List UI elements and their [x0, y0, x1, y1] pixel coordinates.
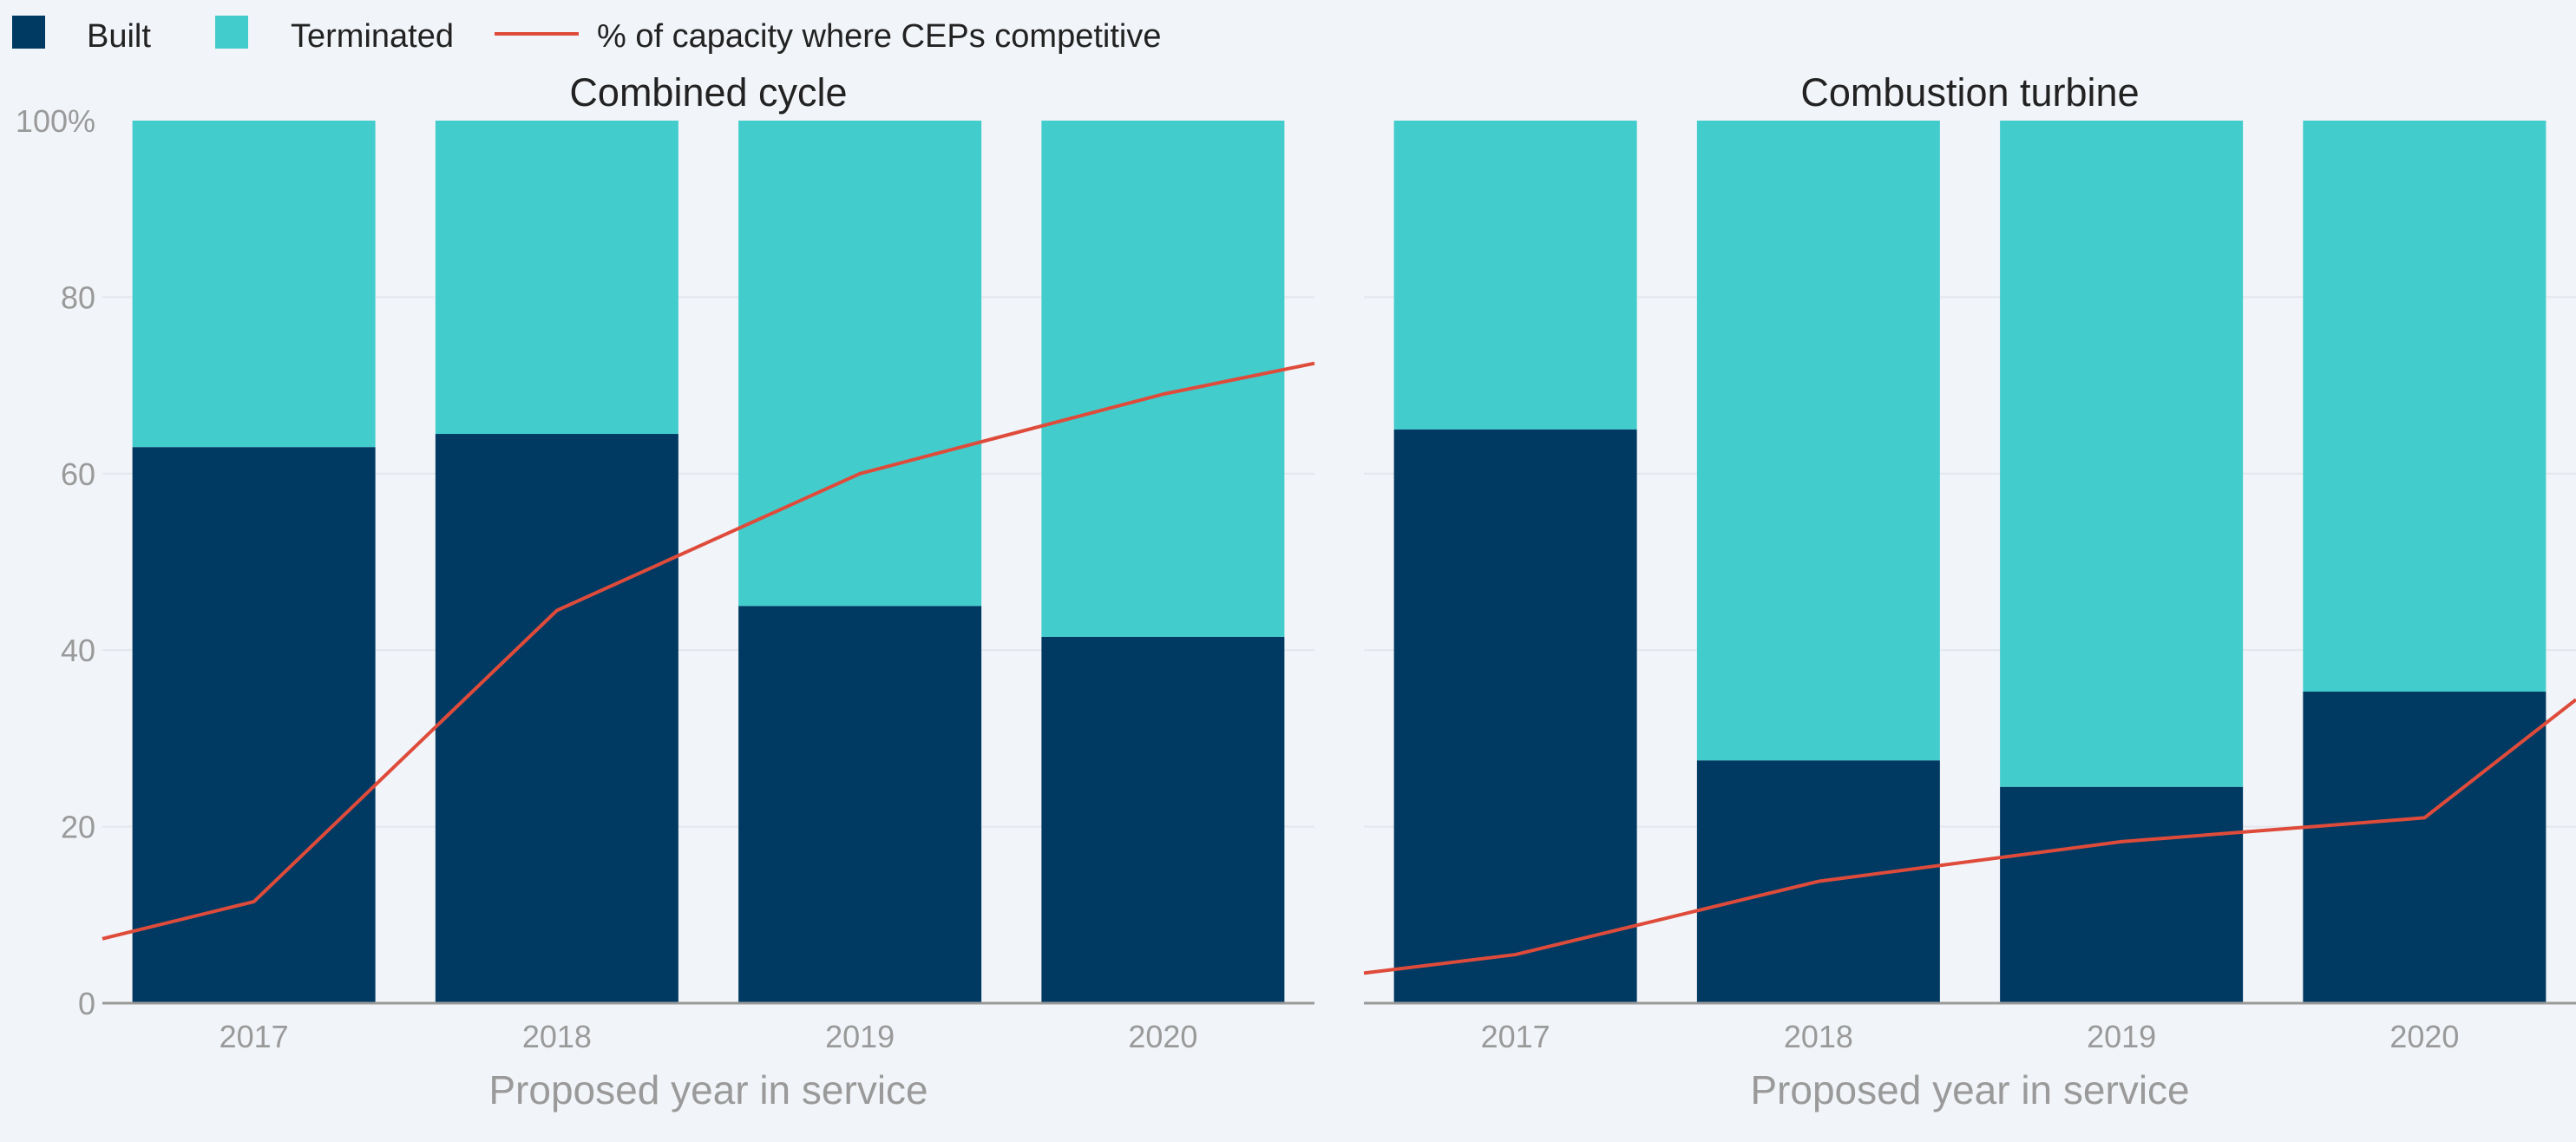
y-tick-label: 20	[61, 810, 95, 845]
x-tick-label: 2020	[1128, 1019, 1197, 1054]
competitive-line	[1363, 698, 2576, 975]
bar-built	[1041, 636, 1285, 1003]
x-axis-title: Proposed year in service	[488, 1067, 927, 1112]
bar-built	[2000, 786, 2244, 1003]
bar-terminated	[2303, 121, 2547, 692]
panel-title: Combined cycle	[569, 70, 847, 115]
bar-built	[132, 447, 376, 1003]
x-axis-title: Proposed year in service	[1750, 1067, 2189, 1112]
bar-terminated	[132, 121, 376, 448]
x-tick-label: 2019	[2087, 1019, 2156, 1054]
competitive-line	[102, 361, 1315, 941]
chart-panels: Combined cycle 2017 2018 2019 2020 0 20 40 60 80 1…	[16, 70, 2576, 1112]
legend-swatch-built	[12, 16, 45, 49]
x-tick-label: 2018	[522, 1019, 592, 1054]
bar-built	[435, 434, 678, 1003]
legend-label-built: Built	[87, 18, 151, 55]
x-tick-label: 2018	[1784, 1019, 1853, 1054]
bar-built	[1393, 429, 1637, 1003]
bar-terminated	[738, 121, 982, 607]
bar-terminated	[1696, 121, 1940, 761]
y-tick-label: 80	[61, 279, 95, 315]
legend-label-line: % of capacity where CEPs competitive	[597, 18, 1162, 55]
panel-1: Combined cycle 2017 2018 2019 2020 0 20 40 60 80 1…	[16, 70, 1315, 1112]
panel-2: Combustion turbine 2017 2018 2019 2020 Propos…	[1363, 70, 2576, 1112]
bar-terminated	[2000, 121, 2244, 787]
x-tick-label: 2019	[825, 1019, 895, 1054]
y-tick-label: 0	[78, 986, 95, 1021]
legend-label-terminated: Terminated	[291, 18, 454, 55]
bar-terminated	[435, 121, 678, 435]
x-tick-label: 2017	[220, 1019, 289, 1054]
y-tick-label: 40	[61, 633, 95, 668]
bar-built	[738, 606, 982, 1003]
panel-title: Combustion turbine	[1800, 70, 2139, 115]
y-tick-label: 100%	[16, 103, 95, 139]
legend: Built Terminated % of capacity where CEP…	[12, 16, 1162, 55]
bar-terminated	[1393, 121, 1637, 430]
legend-swatch-terminated	[215, 16, 248, 49]
bar-built	[2303, 691, 2547, 1003]
bar-terminated	[1041, 121, 1285, 637]
x-tick-label: 2020	[2389, 1019, 2459, 1054]
y-tick-label: 60	[61, 456, 95, 492]
x-tick-label: 2017	[1481, 1019, 1550, 1054]
